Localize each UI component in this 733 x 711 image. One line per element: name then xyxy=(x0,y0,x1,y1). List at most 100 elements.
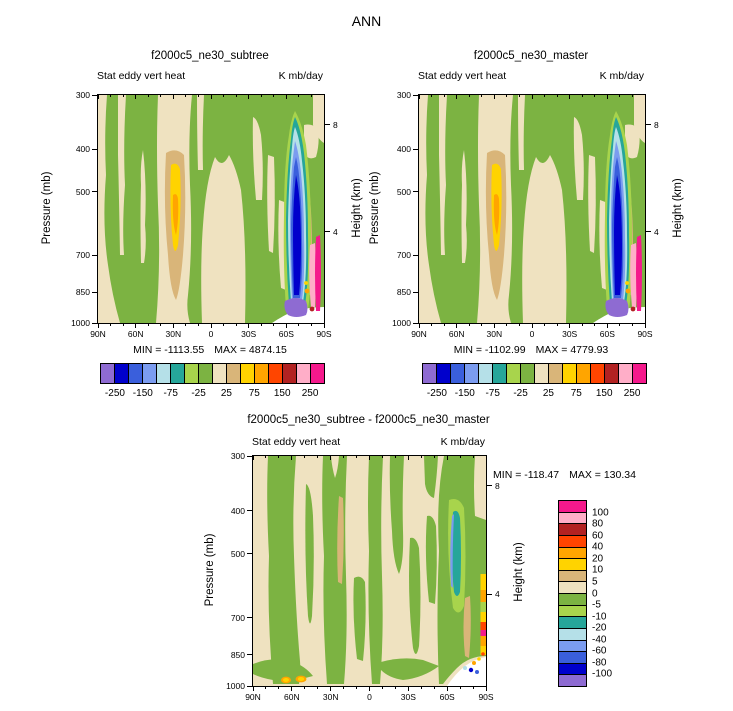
pressure-tick xyxy=(413,322,418,324)
x-tick-bottom xyxy=(420,686,422,689)
colorbar-cell xyxy=(240,364,254,383)
pressure-tick-label: 1000 xyxy=(71,318,90,328)
x-tick-top xyxy=(248,95,250,99)
colorbar-label: -10 xyxy=(592,611,607,623)
colorbar-label: -75 xyxy=(163,388,178,399)
x-tick-bottom xyxy=(330,686,332,691)
x-tick-bottom xyxy=(531,323,533,328)
x-tick-bottom xyxy=(446,686,448,691)
pressure-tick-label: 850 xyxy=(75,287,90,298)
pressure-tick xyxy=(92,94,97,96)
x-tick-top xyxy=(273,95,275,97)
panel3-plot: 90N 60N 30N 0 30S 60S 90S 300 400 500 700 850 1000 8 4 xyxy=(226,451,500,702)
panel2-plot: 90N 60N 30N 0 30S 60S 90S 300 400 500 700 850 1000 8 4 xyxy=(392,90,659,339)
lat-tick-label: 0 xyxy=(367,692,372,702)
x-tick-top xyxy=(418,95,420,99)
height-tick xyxy=(646,231,651,233)
x-tick-bottom xyxy=(485,686,487,691)
lat-tick-label: 60S xyxy=(599,329,615,339)
lat-tick-label: 90N xyxy=(90,329,106,339)
x-tick-bottom xyxy=(518,323,520,326)
pressure-tick-label: 500 xyxy=(230,548,245,559)
lat-tick-label: 90N xyxy=(411,329,427,339)
colorbar-label: -250 xyxy=(104,388,125,399)
x-tick-top xyxy=(323,95,325,99)
colorbar-label: -75 xyxy=(485,388,500,399)
x-tick-bottom xyxy=(433,686,435,689)
panel2-minmax: MIN = -1102.99 MAX = 4779.93 xyxy=(418,344,644,356)
x-tick-top xyxy=(569,95,571,99)
colorbar-label: 75 xyxy=(248,388,260,399)
panel3-height-axis-label: Height (km) xyxy=(513,542,525,602)
x-tick-bottom xyxy=(644,323,646,328)
pressure-tick-label: 700 xyxy=(75,250,90,261)
x-tick-bottom xyxy=(569,323,571,328)
x-tick-top xyxy=(160,95,162,97)
panel3-minmax: MIN = -118.47 MAX = 130.34 xyxy=(462,469,667,481)
x-tick-bottom xyxy=(298,323,300,326)
x-tick-top xyxy=(556,95,558,97)
lat-tick-label: 30N xyxy=(322,692,339,702)
x-tick-bottom xyxy=(317,686,319,689)
lat-tick-label: 30S xyxy=(241,329,257,339)
x-tick-top xyxy=(122,95,124,97)
x-tick-bottom xyxy=(135,323,137,328)
colorbar-cell xyxy=(492,364,506,383)
x-tick-bottom xyxy=(459,686,461,689)
height-tick xyxy=(487,485,492,487)
x-tick-bottom xyxy=(260,323,262,326)
x-tick-bottom xyxy=(110,323,112,326)
pressure-tick-label: 850 xyxy=(230,649,245,660)
panel1-pressure-axis-label: Pressure (mb) xyxy=(41,171,53,245)
x-tick-bottom xyxy=(369,686,370,691)
colorbar-cell xyxy=(478,364,492,383)
panel2-units-label: K mb/day xyxy=(599,70,644,82)
height-tick-label: 4 xyxy=(495,589,500,599)
x-tick-top xyxy=(456,95,458,99)
pressure-tick xyxy=(247,685,252,687)
colorbar-label: -5 xyxy=(592,599,601,611)
x-tick-top xyxy=(433,456,435,458)
lat-tick-label: 30N xyxy=(165,329,182,339)
lat-tick-label: 60S xyxy=(278,329,294,339)
lat-tick-label: 60S xyxy=(439,692,455,702)
x-tick-bottom xyxy=(248,323,250,328)
colorbar-cell xyxy=(268,364,282,383)
colorbar-label: -20 xyxy=(592,622,607,634)
x-tick-top xyxy=(330,456,332,460)
colorbar-label: 20 xyxy=(592,553,604,565)
x-tick-top xyxy=(265,456,267,458)
panel3-title: f2000c5_ne30_subtree - f2000c5_ne30_mast… xyxy=(247,414,490,426)
lat-tick-label: 0 xyxy=(208,329,214,339)
colorbar-cell xyxy=(559,639,586,652)
panel3-contour-art xyxy=(253,456,486,686)
colorbar-cell xyxy=(548,364,562,383)
colorbar-label: 100 xyxy=(592,507,609,519)
pressure-tick xyxy=(247,510,252,512)
x-tick-bottom xyxy=(185,323,187,326)
x-tick-top xyxy=(185,95,187,97)
panel2-variable-label: Stat eddy vert heat xyxy=(418,70,507,82)
panel1-max-text: MAX = 4874.15 xyxy=(214,344,287,356)
panel2-min-text: MIN = -1102.99 xyxy=(453,344,526,356)
pressure-tick-label: 1000 xyxy=(392,318,411,328)
colorbar-cell xyxy=(559,581,586,593)
x-tick-bottom xyxy=(556,323,558,326)
x-tick-bottom xyxy=(544,323,546,326)
panel2-contour-art xyxy=(419,95,645,323)
colorbar-cell xyxy=(423,364,436,383)
colorbar-cell xyxy=(170,364,184,383)
x-tick-bottom xyxy=(343,686,345,689)
colorbar-cell xyxy=(559,501,586,512)
pressure-tick-label: 400 xyxy=(396,144,411,155)
x-tick-bottom xyxy=(210,323,212,328)
colorbar-label: 75 xyxy=(570,388,582,399)
x-tick-bottom xyxy=(594,323,596,326)
panel2-pressure-axis-label: Pressure (mb) xyxy=(369,171,381,245)
pressure-tick xyxy=(92,254,97,256)
x-tick-bottom xyxy=(581,323,583,326)
page-title: ANN xyxy=(351,13,382,29)
x-tick-top xyxy=(531,95,533,99)
x-tick-top xyxy=(343,456,345,458)
x-tick-bottom xyxy=(407,686,409,691)
